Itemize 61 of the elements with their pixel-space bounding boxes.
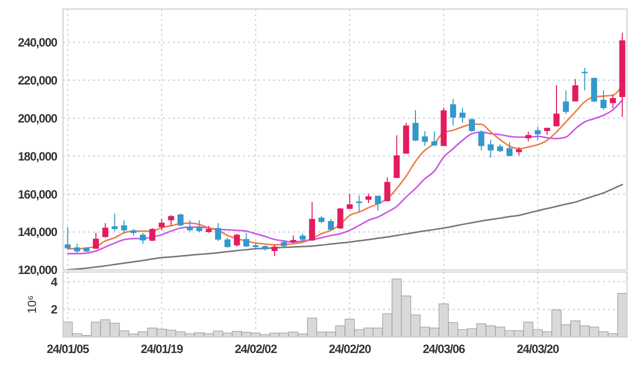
- y-tick-label: 240,000: [18, 35, 58, 50]
- candlestick: [600, 90, 607, 110]
- candlestick: [177, 213, 184, 226]
- candlestick: [158, 218, 165, 231]
- x-tick-label: 24/03/20: [516, 342, 560, 356]
- x-tick-label: 24/02/20: [328, 342, 372, 356]
- candlestick: [478, 130, 484, 151]
- candlestick: [346, 193, 353, 210]
- candlestick: [64, 226, 71, 250]
- y-tick-label: 220,000: [18, 73, 58, 88]
- candlestick: [506, 142, 513, 157]
- line-series: [66, 184, 624, 271]
- y-tick-label: 180,000: [18, 149, 58, 164]
- y-tick-label: 4: [50, 274, 58, 289]
- candlestick: [140, 232, 146, 244]
- candlestick: [92, 232, 99, 250]
- x-tick-label: 24/03/06: [422, 342, 466, 356]
- candlestick: [422, 130, 428, 146]
- candlestick: [224, 237, 231, 248]
- y-tick-label: 120,000: [18, 263, 58, 278]
- candlestick: [374, 195, 381, 212]
- candlestick: [74, 243, 80, 254]
- candlestick: [243, 232, 250, 248]
- candlestick: [168, 214, 174, 226]
- candlestick: [431, 130, 438, 147]
- candlestick: [591, 77, 598, 103]
- candlestick: [562, 90, 569, 114]
- candlestick: [271, 244, 278, 257]
- candlestick: [234, 233, 240, 247]
- candlestick: [468, 117, 475, 132]
- y-axis-title: 10⁶: [25, 295, 39, 314]
- y-tick-label: 200,000: [18, 111, 58, 126]
- candlestick: [328, 218, 334, 231]
- x-tick-label: 24/02/02: [234, 342, 278, 356]
- y-tick-label: 160,000: [18, 187, 58, 202]
- candlestick: [394, 134, 400, 178]
- candlestick: [488, 139, 494, 158]
- candlestick: [572, 78, 578, 102]
- candlestick: [121, 220, 128, 234]
- candlestick: [412, 110, 419, 142]
- candlestick: [610, 94, 616, 109]
- candlestick: [112, 213, 118, 232]
- candlestick: [215, 222, 222, 242]
- candlestick: [196, 220, 202, 233]
- x-tick-label: 24/01/19: [140, 342, 184, 356]
- candlestick: [450, 98, 456, 126]
- candlestick: [525, 131, 532, 142]
- candlestick: [309, 202, 316, 242]
- candlestick: [365, 193, 372, 204]
- candlestick: [553, 84, 560, 127]
- candlestick: [534, 126, 541, 140]
- x-tick-label: 24/01/05: [46, 342, 90, 356]
- candlestick: [459, 107, 466, 124]
- candlestick: [102, 222, 108, 238]
- y-tick-label: 140,000: [18, 225, 58, 240]
- y-tick-label: 2: [50, 302, 58, 317]
- candlestick: [384, 176, 390, 202]
- candlestick: [149, 228, 156, 242]
- candlestick: [356, 195, 362, 212]
- candlestick: [186, 220, 193, 232]
- candlestick: [337, 207, 344, 230]
